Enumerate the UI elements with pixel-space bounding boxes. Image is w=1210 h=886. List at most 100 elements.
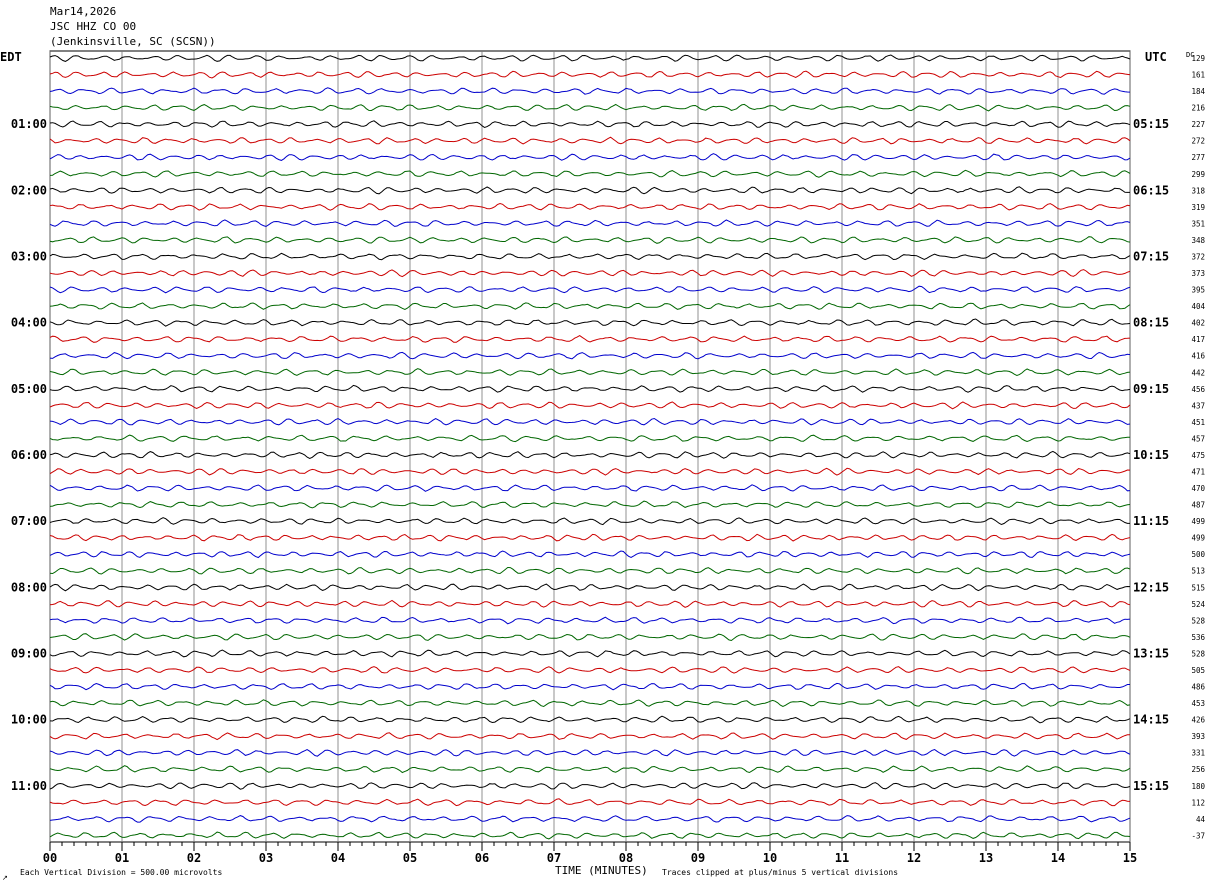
dc-offset-label: 442 xyxy=(1191,368,1205,377)
dc-offset-label: 417 xyxy=(1191,335,1205,344)
x-tick-label: 00 xyxy=(43,851,57,865)
x-axis-label: TIME (MINUTES) xyxy=(555,864,648,877)
dc-offset-label: 499 xyxy=(1191,534,1205,543)
seismic-trace xyxy=(49,649,1131,658)
dc-offset-label: 470 xyxy=(1191,484,1205,493)
x-tick-label: 01 xyxy=(115,851,129,865)
dc-offset-label: 486 xyxy=(1191,683,1205,692)
x-tick-label: 10 xyxy=(763,851,777,865)
seismic-trace xyxy=(49,450,1131,459)
dc-offset-label: 299 xyxy=(1191,170,1205,179)
seismic-trace xyxy=(49,666,1131,674)
dc-offset-label: 416 xyxy=(1191,352,1205,361)
seismic-trace xyxy=(49,120,1131,129)
left-hour-label: 05:00 xyxy=(11,382,47,396)
seismic-trace xyxy=(49,765,1131,774)
time-grid xyxy=(49,50,1131,843)
dc-offset-label: 402 xyxy=(1191,319,1205,328)
dc-offset-label: 348 xyxy=(1191,236,1205,245)
x-tick-label: 12 xyxy=(907,851,921,865)
x-tick-label: 02 xyxy=(187,851,201,865)
seismic-trace xyxy=(49,583,1131,592)
seismic-trace xyxy=(49,87,1131,95)
dc-offset-label: 505 xyxy=(1191,666,1205,675)
seismic-trace xyxy=(49,153,1131,161)
seismic-trace xyxy=(49,302,1131,310)
dc-offset-label: 318 xyxy=(1191,186,1205,195)
seismic-trace xyxy=(49,616,1131,625)
dc-offset-label: 216 xyxy=(1191,104,1205,113)
x-tick-label: 04 xyxy=(331,851,345,865)
x-tick-label: 06 xyxy=(475,851,489,865)
seismic-trace xyxy=(49,798,1131,807)
right-hour-label: 08:15 xyxy=(1133,316,1169,330)
dc-offset-label: 515 xyxy=(1191,583,1205,592)
seismic-trace xyxy=(49,236,1131,244)
dc-offset-label: 471 xyxy=(1191,468,1205,477)
x-tick-label: 07 xyxy=(547,851,561,865)
seismic-trace xyxy=(49,434,1130,443)
x-tick-label: 11 xyxy=(835,851,849,865)
dc-offset-label: 500 xyxy=(1191,550,1205,559)
seismic-trace xyxy=(49,550,1131,559)
seismic-trace xyxy=(49,384,1131,393)
seismic-trace xyxy=(49,136,1131,145)
left-hour-label: 02:00 xyxy=(11,183,47,197)
right-hour-label: 09:15 xyxy=(1133,382,1169,396)
left-hour-label: 10:00 xyxy=(11,713,47,727)
dc-offset-label: 180 xyxy=(1191,782,1205,791)
dc-offset-label: 331 xyxy=(1191,749,1205,758)
seismic-trace xyxy=(49,566,1131,575)
right-hour-label: 07:15 xyxy=(1133,249,1169,263)
seismic-trace xyxy=(49,54,1131,62)
dc-offset-label: 457 xyxy=(1191,434,1205,443)
seismic-trace xyxy=(49,269,1131,278)
seismic-trace xyxy=(49,500,1131,509)
dc-offset-label: 161 xyxy=(1191,71,1205,80)
seismic-trace xyxy=(49,351,1131,360)
seismic-trace xyxy=(49,252,1131,261)
x-tick-label: 15 xyxy=(1123,851,1137,865)
dc-offset-label: 395 xyxy=(1191,286,1205,295)
x-tick-label: 08 xyxy=(619,851,633,865)
dc-offset-label: 404 xyxy=(1191,302,1205,311)
location-label: (Jenkinsville, SC (SCSN)) xyxy=(50,35,216,48)
right-hour-label: 11:15 xyxy=(1133,514,1169,528)
left-hour-label: 08:00 xyxy=(11,580,47,594)
right-timezone-label: UTC xyxy=(1145,50,1167,64)
dc-offset-label: 272 xyxy=(1191,137,1205,146)
dc-offset-label: -37 xyxy=(1191,831,1205,840)
left-hour-label: 04:00 xyxy=(11,316,47,330)
dc-offset-label: 129 xyxy=(1191,54,1205,63)
seismic-trace xyxy=(49,831,1131,840)
seismic-trace xyxy=(49,401,1131,410)
seismic-trace xyxy=(49,782,1131,790)
dc-offset-label: 475 xyxy=(1191,451,1205,460)
dc-offset-label: 524 xyxy=(1191,600,1205,609)
dc-offset-header: DC xyxy=(1186,51,1194,59)
seismic-trace xyxy=(49,103,1131,112)
dc-offset-label: 319 xyxy=(1191,203,1205,212)
seismic-trace xyxy=(49,318,1131,327)
seismic-trace xyxy=(49,748,1131,757)
seismic-trace xyxy=(49,169,1131,178)
dc-offset-label: 536 xyxy=(1191,633,1205,642)
right-hour-label: 13:15 xyxy=(1133,646,1169,660)
x-tick-label: 09 xyxy=(691,851,705,865)
left-hour-label: 07:00 xyxy=(11,514,47,528)
seismic-trace xyxy=(49,70,1131,79)
left-hour-label: 01:00 xyxy=(11,117,47,131)
trace-labels: 129 161 184 216 227 01:00 05:15 272 277 299 318 02:… xyxy=(11,54,1206,840)
dc-offset-label: 528 xyxy=(1191,649,1205,658)
seismic-trace xyxy=(49,599,1131,608)
left-hour-label: 06:00 xyxy=(11,448,47,462)
dc-offset-label: 487 xyxy=(1191,501,1205,510)
right-hour-label: 14:15 xyxy=(1133,713,1169,727)
seismic-trace xyxy=(49,335,1131,343)
x-tick-label: 13 xyxy=(979,851,993,865)
dc-offset-label: 256 xyxy=(1191,765,1205,774)
dc-offset-label: 184 xyxy=(1191,87,1205,96)
corner-arrow-icon: ↗ xyxy=(2,874,8,882)
time-axis: 00 01 02 03 04 05 06 07 08 09 10 11 12 13 14 15 xyxy=(43,842,1137,865)
